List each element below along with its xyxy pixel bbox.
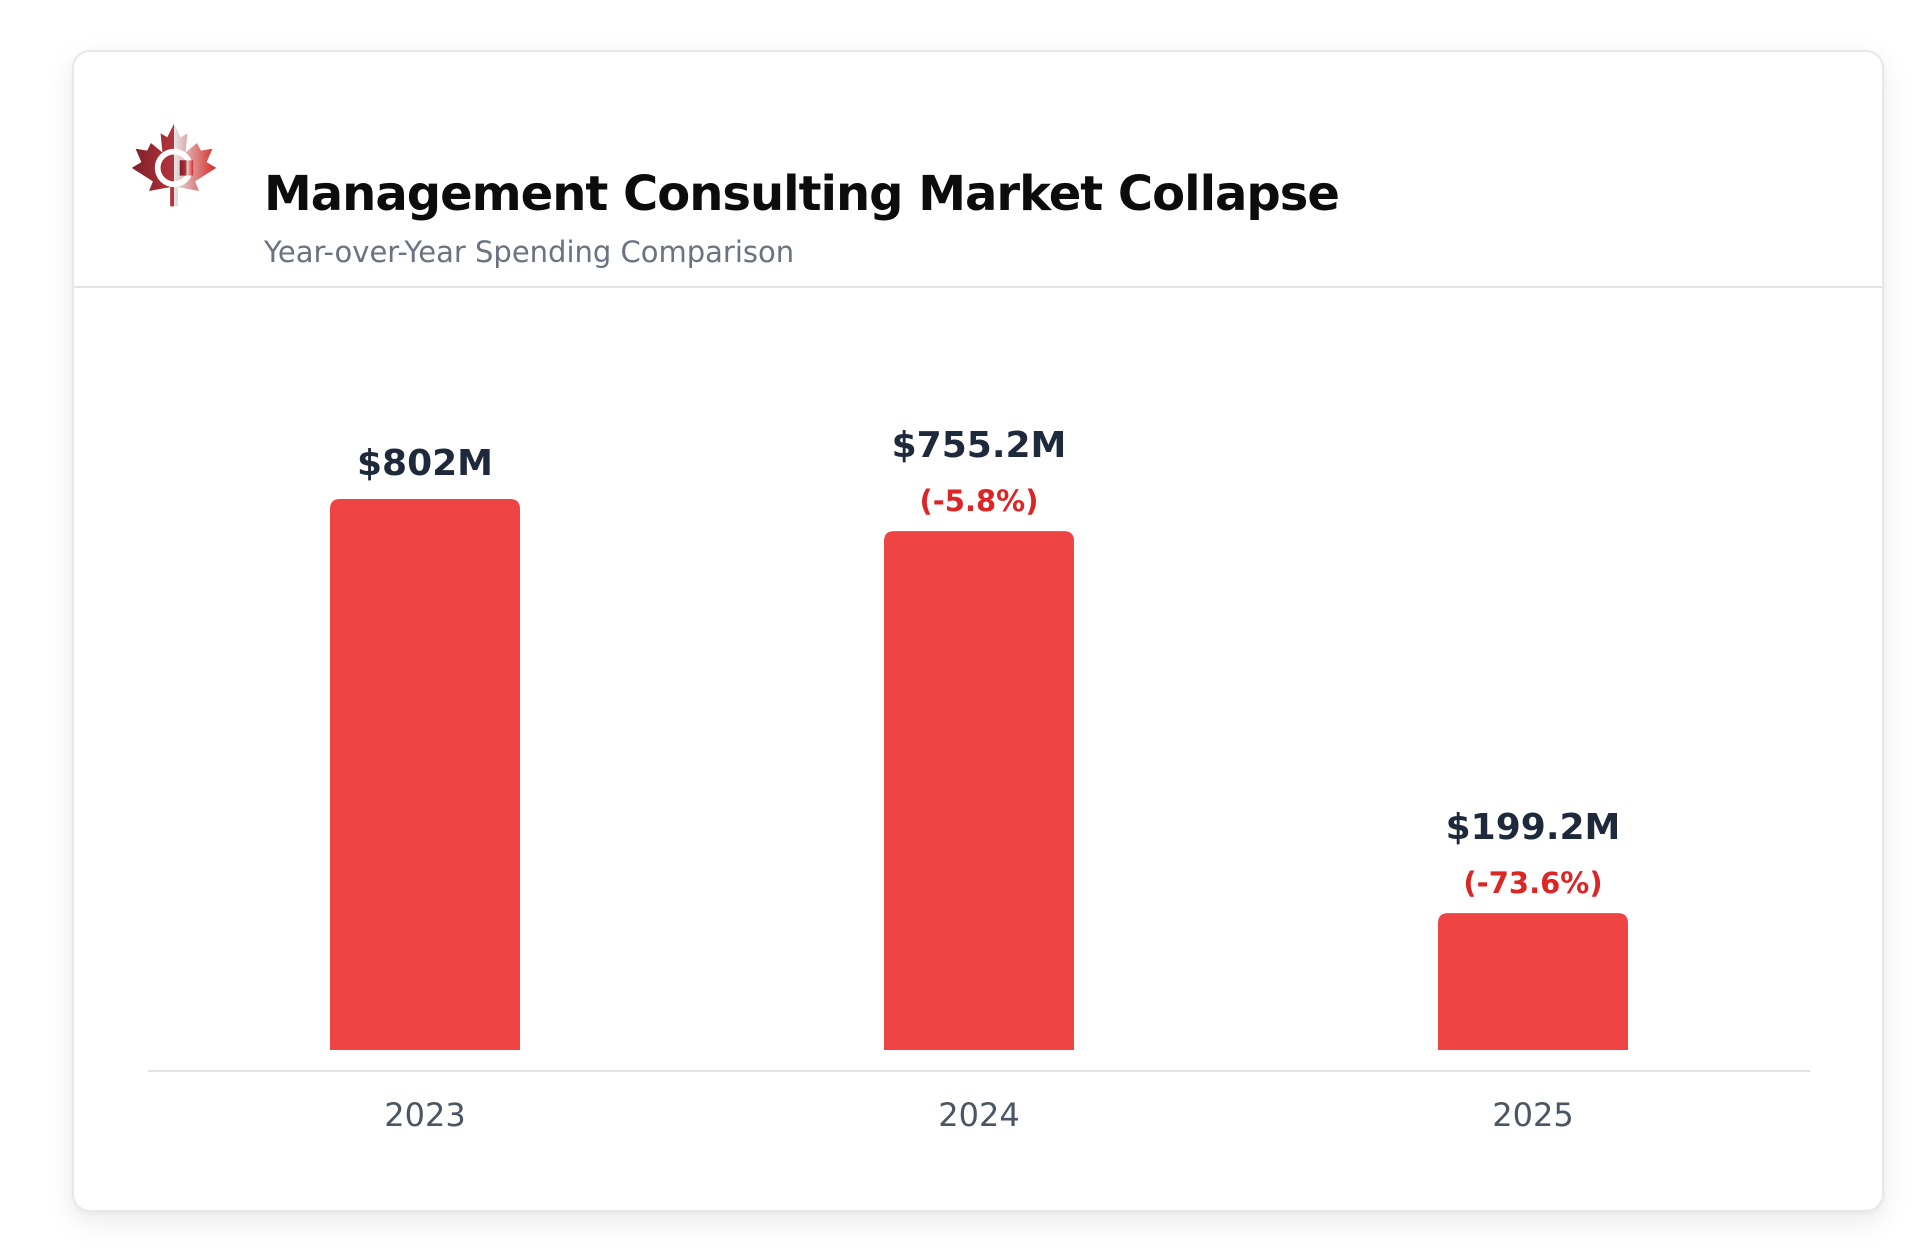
value-label-2024: $755.2M bbox=[892, 425, 1067, 466]
chart-subtitle: Year-over-Year Spending Comparison bbox=[264, 235, 795, 269]
category-label-2024: 2024 bbox=[938, 1096, 1019, 1134]
value-label-2025: $199.2M bbox=[1446, 807, 1621, 848]
chart-title: Management Consulting Market Collapse bbox=[264, 166, 1340, 222]
bar-2024 bbox=[884, 531, 1074, 1050]
category-label-2023: 2023 bbox=[384, 1096, 465, 1134]
maple-leaf-c-logo-icon bbox=[131, 123, 217, 207]
category-label-2025: 2025 bbox=[1492, 1096, 1573, 1134]
change-label-2025: (-73.6%) bbox=[1463, 866, 1602, 900]
value-label-2023: $802M bbox=[357, 443, 493, 484]
change-label-2024: (-5.8%) bbox=[920, 484, 1039, 518]
bar-2025 bbox=[1438, 913, 1628, 1050]
bar-2023 bbox=[330, 499, 520, 1050]
chart-header: Management Consulting Market Collapse Ye… bbox=[74, 52, 1882, 288]
